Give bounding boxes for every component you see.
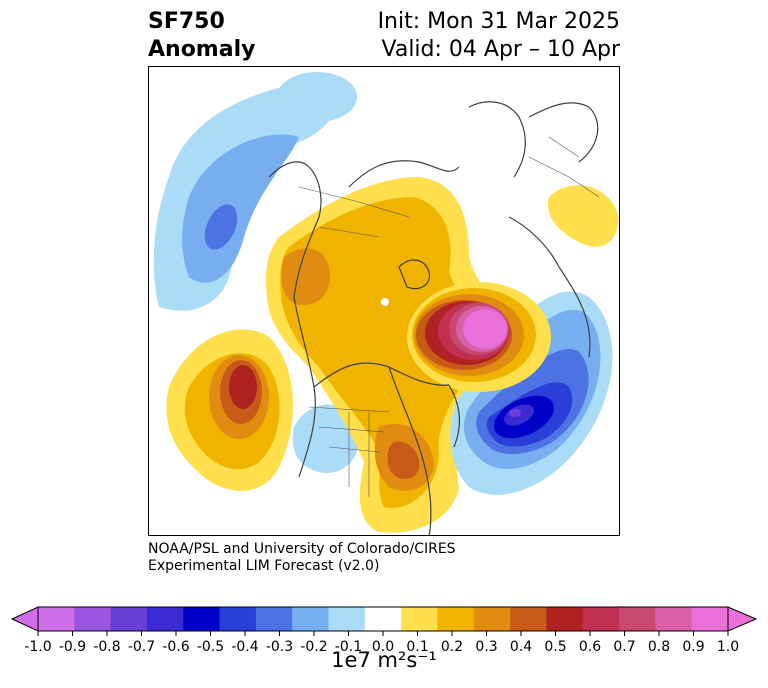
variable-label: SF750 — [148, 9, 225, 34]
colorbar-ticks: -1.0 -0.9 -0.8 -0.7 -0.6 -0.5 -0.4 -0.3 -0.2 -0.1… — [24, 631, 739, 655]
colorbar-tick-label: 0.0 — [372, 639, 394, 655]
map-svg — [153, 72, 619, 535]
colorbar-unit-label: 1e7 m²s⁻¹ — [331, 648, 437, 672]
colorbar-tick-label: 0.4 — [510, 639, 532, 655]
colorbar-tick-label: -0.8 — [93, 639, 120, 655]
credit-line-2: Experimental LIM Forecast (v2.0) — [148, 558, 380, 574]
positive-anomaly-max — [407, 282, 551, 392]
anomaly-map — [148, 66, 620, 536]
colorbar-tick-label: 0.3 — [475, 639, 497, 655]
colorbar-swatch — [110, 607, 148, 631]
colorbar-swatch — [38, 607, 75, 631]
colorbar-swatch — [364, 607, 402, 631]
colorbar-swatch — [510, 607, 547, 631]
colorbar-tick-label: -0.6 — [162, 639, 189, 655]
colorbar-extend-min — [10, 606, 39, 632]
colorbar-tick-label: 1.0 — [717, 639, 739, 655]
negative-anomaly-west — [292, 404, 360, 473]
colorbar-swatch — [582, 607, 620, 631]
colorbar-swatch — [74, 607, 112, 631]
colorbar-swatch — [146, 607, 184, 631]
forecast-dates: Init: Mon 31 Mar 2025 Valid: 04 Apr – 10… — [378, 8, 620, 64]
colorbar-swatch — [183, 607, 221, 631]
negative-anomaly-atlantic — [450, 291, 613, 495]
colorbar-swatch — [437, 607, 475, 631]
colorbar-tick-label: -0.2 — [300, 639, 327, 655]
credit: NOAA/PSL and University of Colorado/CIRE… — [148, 541, 456, 575]
colorbar-tick-label: -1.0 — [24, 639, 51, 655]
colorbar-tick-label: 0.9 — [682, 639, 704, 655]
colorbar-tick-label: -0.3 — [266, 639, 293, 655]
colorbar-swatch — [655, 607, 693, 631]
pole-marker — [381, 298, 389, 306]
colorbar-swatches — [10, 606, 758, 632]
colorbar-tick-label: 0.8 — [648, 639, 670, 655]
colorbar-extend-max — [727, 606, 758, 632]
colorbar-tick-label: -0.9 — [59, 639, 86, 655]
credit-line-1: NOAA/PSL and University of Colorado/CIRE… — [148, 541, 456, 557]
colorbar-tick-label: -0.7 — [128, 639, 155, 655]
valid-dates: Valid: 04 Apr – 10 Apr — [381, 37, 621, 62]
negative-anomaly-north — [277, 72, 357, 122]
positive-anomaly-central — [265, 177, 505, 533]
colorbar-tick-label: 0.1 — [406, 639, 428, 655]
colorbar-swatch — [328, 607, 366, 631]
colorbar-tick-label: -0.1 — [335, 639, 362, 655]
colorbar-tick-label: -0.4 — [231, 639, 258, 655]
colorbar-tick-label: 0.2 — [441, 639, 463, 655]
colorbar: -1.0 -0.9 -0.8 -0.7 -0.6 -0.5 -0.4 -0.3 -0.2 -0.1… — [10, 606, 758, 655]
colorbar-swatch — [401, 607, 438, 631]
colorbar-swatch — [619, 607, 656, 631]
colorbar-swatch — [219, 607, 257, 631]
colorbar-tick-label: 0.5 — [544, 639, 566, 655]
colorbar-swatch — [255, 607, 293, 631]
map-title: SF750 Anomaly — [148, 8, 255, 64]
borders — [298, 136, 600, 497]
positive-anomaly-northeast — [548, 185, 619, 247]
anomaly-label: Anomaly — [148, 37, 256, 62]
colorbar-swatch — [691, 607, 729, 631]
colorbar-swatch — [473, 607, 511, 631]
colorbar-tick-label: 0.7 — [613, 639, 635, 655]
colorbar-swatch — [292, 607, 330, 631]
colorbar-tick-label: -0.5 — [197, 639, 224, 655]
colorbar-tick-label: 0.6 — [579, 639, 601, 655]
positive-anomaly-pacific — [166, 329, 293, 491]
init-date: Init: Mon 31 Mar 2025 — [377, 9, 620, 34]
negative-anomaly-northwest — [153, 77, 339, 311]
coastlines — [268, 101, 599, 535]
colorbar-swatch — [546, 607, 584, 631]
